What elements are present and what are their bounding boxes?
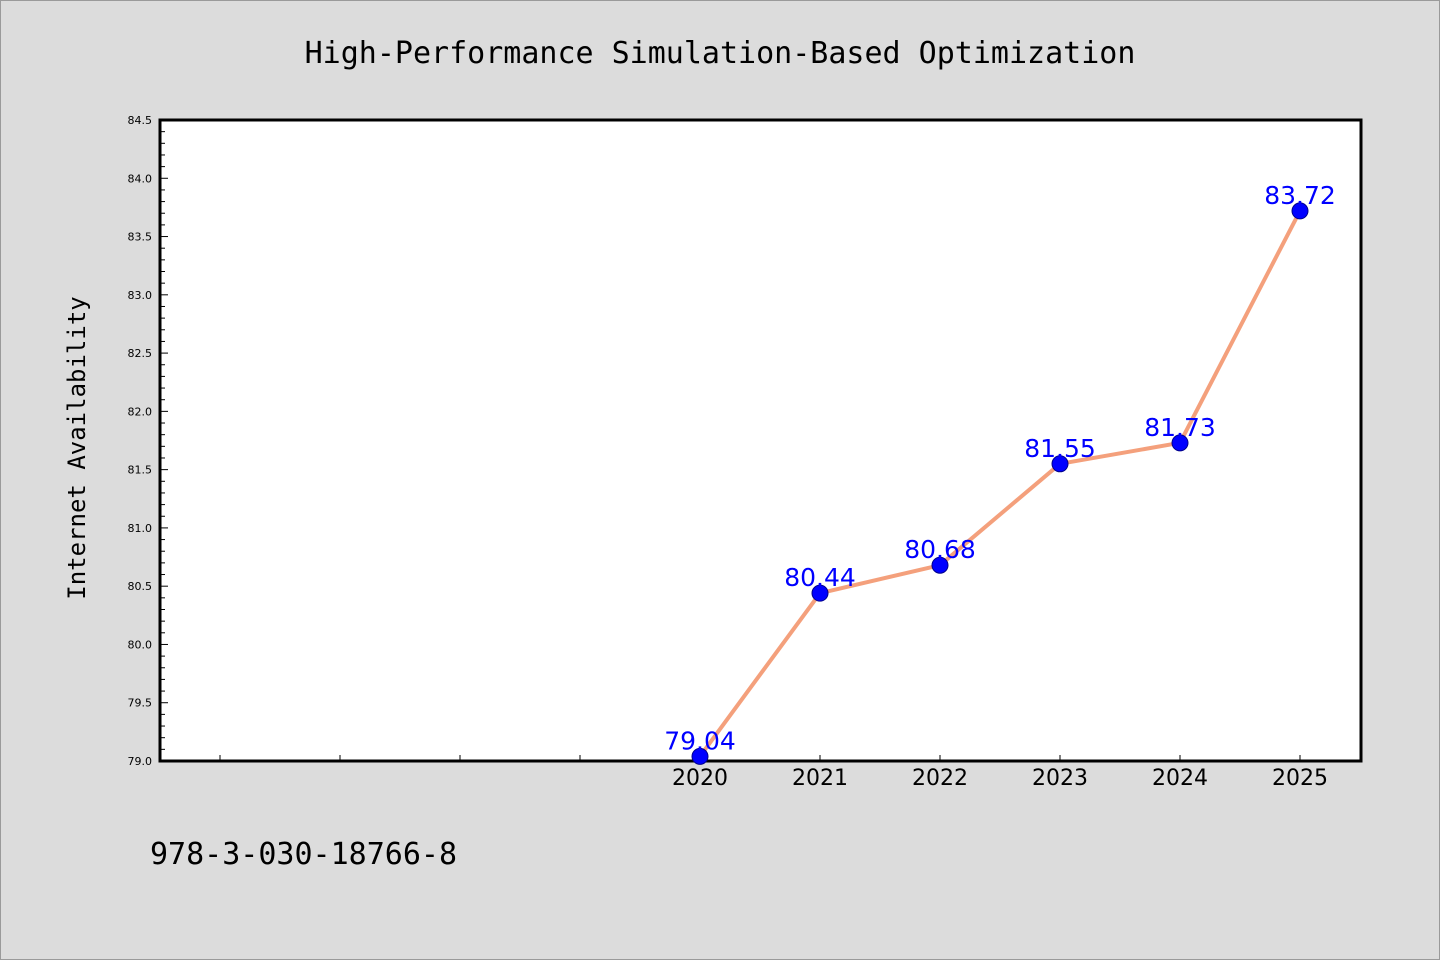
x-tick-label: 2022	[912, 766, 968, 791]
data-label: 80.44	[784, 563, 856, 592]
x-tick-label: 2021	[792, 766, 848, 791]
y-tick-label: 82.5	[128, 347, 153, 360]
data-point	[931, 556, 949, 574]
series-line	[698, 208, 1302, 759]
footer-code: 978-3-030-18766-8	[150, 837, 457, 872]
data-markers	[691, 202, 1309, 765]
x-tick-label: 2020	[672, 766, 728, 791]
y-tick-label: 79.0	[128, 755, 153, 768]
data-label: 81.55	[1024, 434, 1096, 463]
y-tick-label: 84.0	[128, 172, 153, 185]
y-tick-label: 82.0	[128, 405, 153, 418]
y-tick-label: 83.0	[128, 289, 153, 302]
data-label: 80.68	[904, 535, 976, 564]
chart-title: High-Performance Simulation-Based Optimi…	[305, 36, 1136, 71]
y-tick-label: 80.0	[128, 638, 153, 651]
x-axis-ticks: 2020 2021 2022 2023 2024 2025	[219, 755, 1328, 791]
y-tick-label: 81.5	[128, 464, 153, 477]
y-tick-label: 83.5	[128, 231, 153, 244]
data-label: 81.73	[1144, 413, 1216, 442]
y-tick-label: 81.0	[128, 522, 153, 535]
data-point	[811, 584, 829, 602]
data-point	[1051, 455, 1069, 473]
plot-area	[158, 118, 1363, 763]
y-tick-label: 84.5	[128, 114, 153, 127]
series-line-group	[698, 208, 1302, 759]
data-point	[1291, 202, 1309, 220]
x-tick-label: 2024	[1152, 766, 1208, 791]
y-axis-label: Internet Availability	[63, 296, 91, 599]
y-axis-ticks: 79.0 79.5 80.0 80.5 81.0 81.5 82.0 82.5 83.0 83.5…	[128, 114, 168, 768]
data-point	[691, 747, 709, 765]
y-tick-label: 80.5	[128, 580, 153, 593]
data-label: 79.04	[664, 726, 736, 755]
data-label: 83.72	[1264, 181, 1336, 210]
data-point	[1171, 434, 1189, 452]
x-tick-label: 2023	[1032, 766, 1088, 791]
y-tick-label: 79.5	[128, 697, 153, 710]
data-labels: 79.04 80.44 80.68 81.55 81.73 83.72	[664, 181, 1336, 755]
x-tick-label: 2025	[1272, 766, 1328, 791]
